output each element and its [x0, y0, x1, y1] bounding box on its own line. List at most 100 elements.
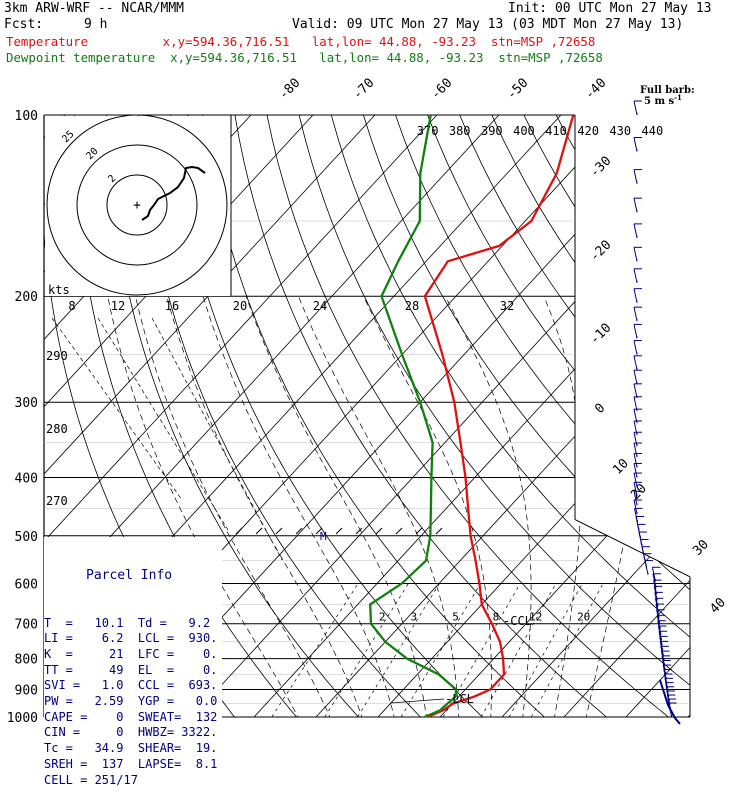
wind-barb [634, 138, 642, 152]
wind-speed-label-28: 28 [405, 299, 419, 313]
isotherm-40 [626, 115, 740, 717]
pressure-label-1000: 1000 [7, 711, 38, 726]
dry-adiabat-420 [588, 115, 740, 730]
sounding-series [370, 115, 573, 717]
theta-label-440: 440 [642, 124, 664, 138]
moist-adiabat-15 [299, 296, 460, 730]
mixing-ratio-label-20: 20 [577, 611, 590, 624]
wind-barb [634, 198, 642, 212]
parcel-info-row: Tc = 34.9 SHEAR= 19. [44, 741, 244, 757]
hatch-mark [376, 528, 382, 534]
wind-barb [634, 224, 642, 238]
isotherm-10 [440, 115, 740, 717]
pressure-label-600: 600 [15, 577, 38, 592]
parcel-info-row: LI = 6.2 LCL = 930. [44, 631, 244, 647]
wind-barb [634, 443, 642, 457]
mixing-ratio-lines [272, 583, 603, 717]
hodograph-origin: + [133, 198, 141, 213]
wind-barb [634, 370, 642, 384]
parcel-info-row: PW = 2.59 YGP = 0.0 [44, 694, 244, 710]
wind-barb [634, 170, 642, 184]
theta-label-low-290: 290 [46, 349, 68, 363]
temp-tick-label--10: -10 [587, 321, 614, 348]
dry-adiabat-400 [524, 115, 740, 730]
pressure-label-800: 800 [15, 653, 38, 668]
dry-adiabat-410 [556, 115, 740, 730]
isotherm-50 [688, 115, 740, 717]
temp-tick-label--20: -20 [587, 238, 614, 265]
dry-adiabat-380 [460, 115, 740, 730]
wind-barb [634, 101, 642, 115]
pressure-label-200: 200 [15, 290, 38, 305]
isotherm--30 [192, 115, 740, 717]
temp-tick-label-10: 10 [610, 456, 632, 478]
theta-label-400: 400 [513, 124, 535, 138]
hatch-mark [336, 528, 342, 534]
wind-barb [634, 324, 642, 338]
dry-adiabat-440 [652, 115, 740, 730]
moist-adiabat-35 [583, 296, 645, 730]
temp-tick-label--70: -70 [350, 76, 377, 103]
hatch-mark [416, 528, 422, 534]
temp-tick-label-40: 40 [707, 595, 729, 617]
ccl-label: -CCL [503, 614, 532, 628]
wind-speed-line-12 [98, 318, 228, 530]
wind-barb [634, 307, 642, 321]
theta-label-410: 410 [545, 124, 567, 138]
wind-barb [638, 524, 646, 538]
wind-barb [634, 432, 642, 446]
parcel-info-row: CAPE = 0 SWEAT= 132 [44, 710, 244, 726]
wind-key-line2: 5 m s-1 [644, 93, 682, 107]
temp-tick-label--80: -80 [276, 76, 303, 103]
parcel-info-row: SREH = 137 LAPSE= 8.1 [44, 757, 244, 773]
pressure-label-400: 400 [15, 471, 38, 486]
temp-tick-label--60: -60 [428, 76, 455, 103]
pressure-label-500: 500 [15, 530, 38, 545]
temp-tick-label--50: -50 [504, 76, 531, 103]
wind-key-line1: Full barb: [640, 85, 695, 96]
wind-barb [634, 247, 642, 261]
dry-adiabat-370 [428, 115, 740, 730]
pressure-label-900: 900 [15, 683, 38, 698]
isotherm-30 [564, 115, 740, 717]
wind-barb [634, 341, 642, 355]
dry-adiabat-340 [331, 115, 740, 730]
mixing-ratio-label-3: 3 [411, 611, 418, 624]
wind-barbs [634, 101, 680, 724]
wind-barb [645, 561, 653, 575]
mixing-ratio-label-8: 8 [493, 611, 500, 624]
lcl-marker [390, 699, 444, 703]
isotherm--20 [254, 115, 740, 717]
theta-label-430: 430 [609, 124, 631, 138]
theta-label-420: 420 [577, 124, 599, 138]
temp-tick-label-0: 0 [592, 401, 608, 417]
right-axis-slant [575, 520, 690, 577]
theta-label-low-270: 270 [46, 494, 68, 508]
parcel-info-row: CIN = 0 HWBZ= 3322. [44, 725, 244, 741]
dry-adiabat-430 [620, 115, 740, 730]
temp-tick-label--40: -40 [582, 76, 609, 103]
pressure-label-100: 100 [15, 109, 38, 124]
mixing-ratio-label-5: 5 [452, 611, 459, 624]
wind-barb [634, 421, 642, 435]
wind-speed-label-8: 8 [68, 299, 75, 313]
wind-speed-label-20: 20 [233, 299, 247, 313]
parcel-info-row: TT = 49 EL = 0. [44, 663, 244, 679]
pressure-label-300: 300 [15, 396, 38, 411]
wind-barb [634, 269, 642, 283]
wind-barb [634, 289, 642, 303]
wind-barb [634, 384, 642, 398]
pressure-label-700: 700 [15, 618, 38, 633]
parcel-info-row: CELL = 251/17 [44, 773, 244, 789]
hatch-mark [256, 528, 262, 534]
dry-adiabat-450 [685, 115, 740, 730]
moist-adiabat-20 [364, 296, 492, 730]
theta-label-low-280: 280 [46, 422, 68, 436]
hatch-mark [236, 528, 242, 534]
wind-barb [634, 463, 642, 477]
mixing-ratio-1 [272, 583, 358, 717]
temp-tick-label-30: 30 [690, 537, 712, 559]
